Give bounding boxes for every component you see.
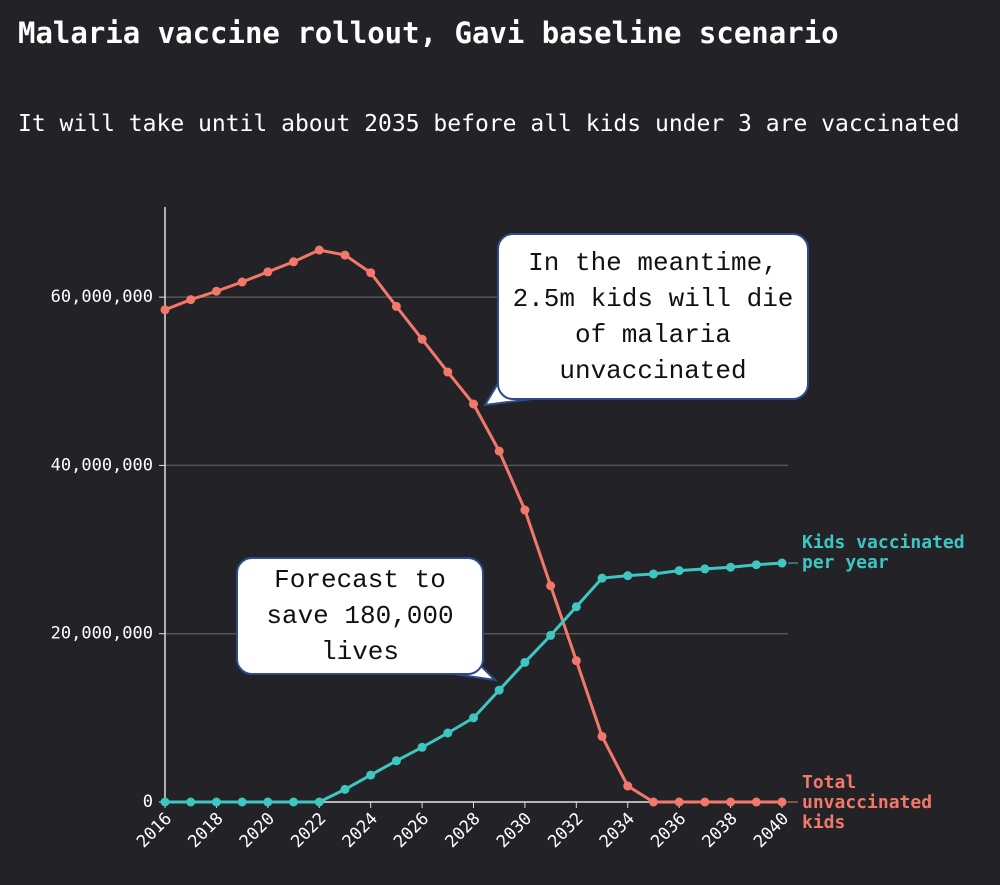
data-point (700, 797, 710, 807)
data-point (391, 301, 401, 311)
x-tick-label: 2036 (647, 809, 690, 852)
data-point (263, 797, 273, 807)
data-point (777, 558, 787, 568)
data-point (237, 797, 247, 807)
x-tick-label: 2026 (390, 809, 433, 852)
data-point (186, 797, 196, 807)
data-point (417, 742, 427, 752)
data-point (674, 797, 684, 807)
data-point (674, 566, 684, 576)
data-point (597, 573, 607, 583)
y-tick-label: 0 (143, 792, 153, 812)
data-point (623, 781, 633, 791)
x-tick-label: 2028 (441, 809, 484, 852)
data-point (289, 257, 299, 267)
annotation: In the meantime, 2.5m kids will die of m… (497, 233, 809, 400)
data-point (571, 656, 581, 666)
data-point (443, 728, 453, 738)
data-point (160, 797, 170, 807)
data-point (520, 657, 530, 667)
series-label: Kids vaccinated per year (802, 532, 965, 573)
chart-title: Malaria vaccine rollout, Gavi baseline s… (18, 16, 839, 50)
data-point (314, 797, 324, 807)
x-tick-label: 2022 (287, 809, 330, 852)
series-label: Total unvaccinated kids (802, 772, 933, 833)
data-point (751, 797, 761, 807)
data-point (211, 797, 221, 807)
x-tick-label: 2018 (184, 809, 227, 852)
data-point (469, 713, 478, 723)
x-tick-label: 2032 (544, 809, 587, 852)
data-point (751, 560, 761, 570)
x-tick-label: 2016 (133, 809, 176, 852)
data-point (546, 630, 556, 640)
data-point (571, 602, 581, 612)
data-point (366, 268, 376, 278)
data-point (289, 797, 299, 807)
data-point (494, 446, 504, 456)
data-point (469, 399, 478, 409)
x-tick-label: 2024 (339, 809, 382, 852)
data-point (648, 797, 658, 807)
data-point (391, 756, 401, 766)
data-point (443, 367, 453, 377)
data-point (263, 267, 273, 277)
y-tick-label: 60,000,000 (51, 287, 153, 307)
data-point (237, 277, 247, 287)
data-point (597, 731, 607, 741)
data-point (777, 797, 787, 807)
data-point (417, 334, 427, 344)
data-point (340, 784, 350, 794)
data-point (340, 250, 350, 260)
data-point (314, 245, 324, 255)
data-point (726, 562, 736, 572)
data-point (546, 581, 556, 591)
x-tick-label: 2030 (493, 809, 536, 852)
data-point (366, 770, 376, 780)
data-point (623, 571, 633, 581)
data-point (494, 685, 504, 695)
data-point (160, 305, 170, 315)
data-point (726, 797, 736, 807)
x-tick-label: 2038 (699, 809, 742, 852)
y-tick-label: 20,000,000 (51, 624, 153, 644)
x-tick-label: 2020 (236, 809, 279, 852)
data-point (700, 564, 710, 574)
data-point (648, 569, 658, 579)
x-tick-label: 2040 (750, 809, 793, 852)
x-tick-label: 2034 (596, 809, 639, 852)
data-point (520, 505, 530, 515)
annotation: Forecast to save 180,000 lives (236, 557, 484, 675)
data-point (211, 286, 221, 296)
y-tick-label: 40,000,000 (51, 455, 153, 475)
data-point (186, 295, 196, 305)
chart-subtitle: It will take until about 2035 before all… (18, 111, 960, 137)
